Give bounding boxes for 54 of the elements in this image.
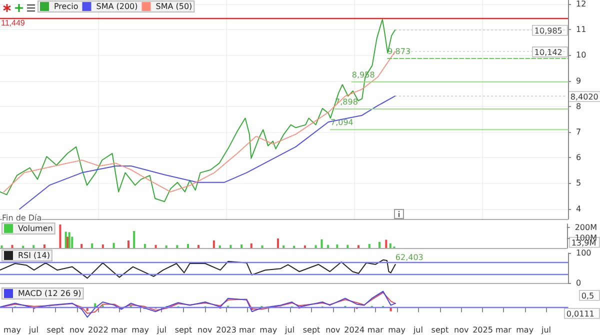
- legend-label: Volumen: [18, 224, 53, 233]
- x-tick-label: may: [388, 326, 406, 334]
- y-tick-label: 8: [576, 102, 582, 111]
- x-tick-label: 2022: [88, 326, 108, 334]
- x-tick-label: sept: [302, 326, 320, 334]
- y-tick-label: 4: [576, 204, 582, 214]
- x-tick-label: nov: [454, 326, 469, 334]
- annotation: 10,985: [534, 26, 562, 36]
- x-tick-label: jul: [284, 326, 295, 334]
- y-tick-label: 12: [576, 0, 586, 8]
- y-tick-label: 9: [576, 76, 582, 86]
- x-tick-label: nov: [198, 326, 212, 334]
- y-tick-label: 5: [576, 178, 582, 188]
- x-tick-label: mar: [367, 326, 384, 334]
- y-tick-label: 0: [576, 278, 582, 288]
- y-tick-label: 11: [576, 25, 586, 34]
- x-tick-label: may: [260, 326, 278, 334]
- x-tick-label: jul: [156, 326, 166, 334]
- annotation: 10,142: [534, 48, 562, 57]
- x-tick-label: jul: [540, 326, 552, 334]
- x-tick-label: 2023: [216, 326, 236, 334]
- y-tick-label: 6: [576, 153, 582, 162]
- y-tick-label: 200M: [574, 223, 598, 232]
- x-tick-label: sept: [431, 326, 449, 334]
- y-tick-label: 10: [576, 50, 586, 60]
- annotation: Fin de Día: [2, 214, 42, 222]
- legend-label: SMA (200): [96, 2, 138, 11]
- text: 0,5: [581, 291, 594, 300]
- annotation: 9,873: [388, 46, 411, 56]
- x-tick-label: nov: [326, 326, 341, 334]
- x-tick-label: nov: [69, 326, 84, 334]
- x-tick-label: may: [4, 326, 22, 334]
- legend-label: MACD (12 26 9): [18, 289, 82, 298]
- legend-label: Precio: [54, 2, 78, 11]
- annotation: 8,4020: [570, 92, 598, 102]
- legend-label: SMA (50): [156, 2, 192, 11]
- annotation: 62,403: [395, 252, 424, 262]
- y-tick-label: 100: [576, 248, 592, 258]
- x-tick-label: may: [516, 326, 534, 334]
- annotation: 0,0111: [566, 309, 594, 318]
- y-tick-label: 7: [576, 127, 582, 136]
- legend-label: RSI (14): [18, 251, 50, 260]
- x-tick-label: 2024: [344, 326, 365, 334]
- x-tick-label: mar: [110, 326, 128, 334]
- x-tick-label: mar: [238, 326, 256, 334]
- x-tick-label: mar: [495, 326, 512, 334]
- x-tick-label: jul: [28, 326, 38, 334]
- x-tick-label: 2025: [472, 326, 493, 334]
- x-tick-label: jul: [412, 326, 423, 334]
- x-tick-label: sept: [174, 326, 192, 334]
- annotation: 7,094: [330, 118, 354, 128]
- x-tick-label: may: [132, 326, 150, 334]
- ref-line-label: 11,449: [1, 18, 26, 28]
- x-tick-label: sept: [46, 326, 64, 334]
